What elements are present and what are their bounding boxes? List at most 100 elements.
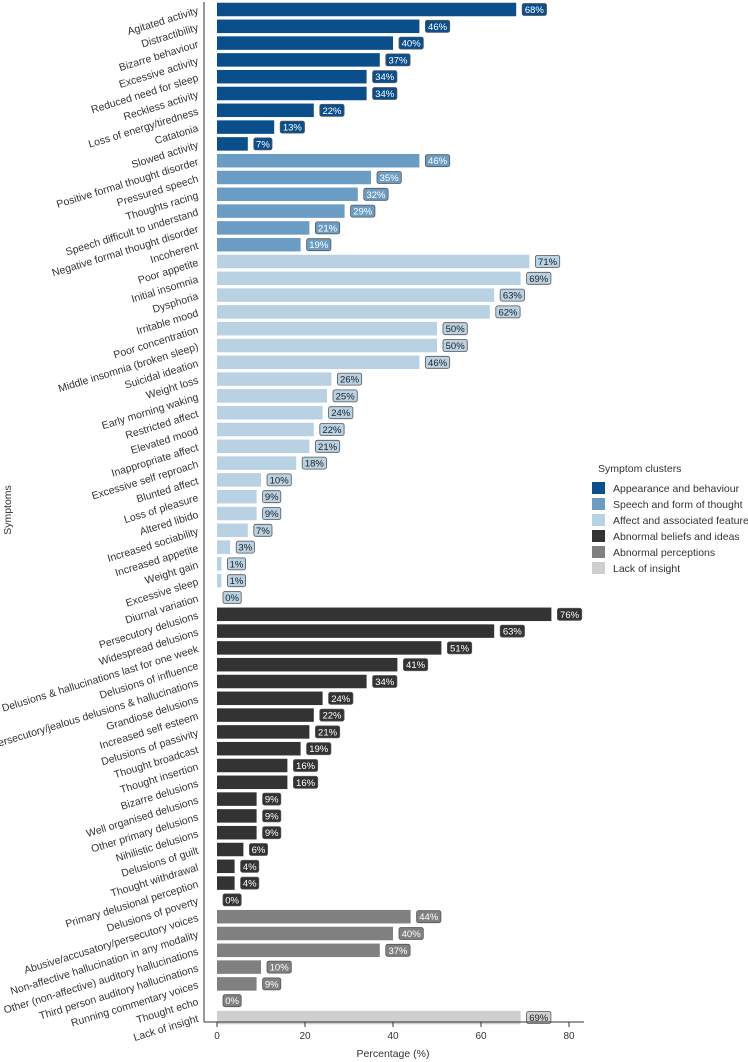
bar — [217, 1010, 521, 1025]
value-label: 37% — [388, 55, 408, 66]
value-label-badge — [292, 775, 319, 789]
value-label-badge — [402, 658, 429, 672]
legend-swatch — [592, 530, 605, 542]
value-label: 34% — [375, 677, 395, 688]
value-label-badge — [301, 456, 327, 470]
value-label: 4% — [243, 879, 257, 890]
bar — [217, 674, 367, 689]
bar — [217, 237, 301, 252]
value-label-badge — [222, 994, 242, 1008]
value-label: 10% — [270, 475, 290, 486]
bar — [217, 254, 530, 269]
value-label-badge — [222, 591, 242, 604]
value-label-badge — [424, 355, 451, 369]
value-label: 25% — [336, 391, 356, 402]
value-label: 46% — [428, 22, 448, 33]
bar — [217, 607, 552, 622]
value-label: 18% — [305, 459, 325, 470]
legend-label: Abnormal beliefs and ideas — [613, 531, 740, 543]
bar — [217, 305, 490, 319]
value-label: 34% — [375, 89, 395, 100]
bar — [217, 456, 297, 470]
bar — [217, 489, 257, 504]
value-label-badge — [314, 725, 341, 739]
value-label: 71% — [538, 257, 558, 268]
value-label-badge — [262, 792, 282, 806]
bar — [217, 943, 380, 958]
value-label-badge — [262, 826, 282, 840]
bar — [217, 405, 323, 420]
value-label-badge — [319, 708, 345, 722]
legend-swatch — [592, 562, 605, 574]
value-label: 40% — [402, 39, 422, 50]
value-label-badge — [499, 288, 525, 302]
value-label: 21% — [318, 223, 338, 234]
value-label-badge — [385, 943, 411, 957]
value-label-badge — [332, 389, 358, 403]
value-label-badge — [253, 523, 273, 537]
bar — [217, 876, 235, 890]
value-label-badge — [262, 507, 282, 520]
value-label-badge — [446, 641, 473, 655]
bar — [217, 540, 231, 554]
value-label: 19% — [309, 240, 329, 251]
legend-title: Symptom clusters — [598, 463, 681, 475]
bar — [217, 523, 248, 538]
value-label-badge — [526, 1011, 552, 1024]
legend-swatch — [592, 514, 605, 526]
bar — [217, 641, 442, 655]
value-label-badge — [424, 154, 451, 168]
value-label-badge — [376, 171, 402, 184]
bar — [217, 758, 288, 773]
value-label: 9% — [265, 509, 279, 520]
value-label-badge — [336, 372, 363, 386]
value-label: 7% — [256, 526, 270, 537]
value-label-badge — [372, 87, 398, 100]
bar — [217, 137, 248, 151]
value-label: 22% — [322, 106, 342, 117]
value-label: 22% — [322, 425, 342, 436]
value-label-badge — [385, 53, 411, 67]
bar — [217, 842, 244, 857]
bar — [217, 657, 398, 672]
bar — [217, 960, 261, 974]
bar — [217, 439, 310, 454]
value-label-badge — [319, 103, 345, 117]
value-label-badge — [226, 557, 246, 571]
value-label-badge — [279, 120, 305, 134]
x-axis-title: Percentage (%) — [357, 1048, 430, 1060]
value-label-badge — [535, 255, 561, 268]
value-label: 16% — [296, 761, 316, 772]
bar — [217, 288, 495, 302]
value-label: 29% — [353, 207, 373, 218]
value-label-badge — [526, 271, 552, 285]
legend-swatch — [592, 546, 605, 558]
value-label-badge — [398, 927, 424, 940]
bar — [217, 103, 314, 118]
bar — [217, 506, 257, 521]
value-label-badge — [253, 137, 273, 151]
value-label: 50% — [446, 324, 466, 335]
bar — [217, 775, 288, 790]
legend-swatch — [592, 482, 605, 494]
value-label-badge — [499, 624, 525, 638]
value-label: 46% — [428, 358, 448, 369]
bar — [217, 809, 257, 823]
x-tick-label: 80 — [563, 1031, 575, 1042]
value-label: 1% — [230, 576, 244, 587]
value-label-badge — [557, 607, 583, 621]
value-label-badge — [319, 423, 345, 436]
bar — [217, 691, 323, 706]
value-label: 76% — [560, 610, 580, 621]
value-label-badge — [266, 473, 292, 487]
bar — [217, 573, 222, 588]
value-label: 9% — [265, 492, 279, 503]
value-label-badge — [398, 36, 424, 50]
value-label-badge — [292, 759, 319, 772]
value-label-badge — [306, 238, 332, 252]
value-label: 4% — [243, 862, 257, 873]
bar — [217, 187, 358, 202]
legend-label: Affect and associated features — [613, 515, 748, 527]
value-label: 21% — [318, 442, 338, 453]
